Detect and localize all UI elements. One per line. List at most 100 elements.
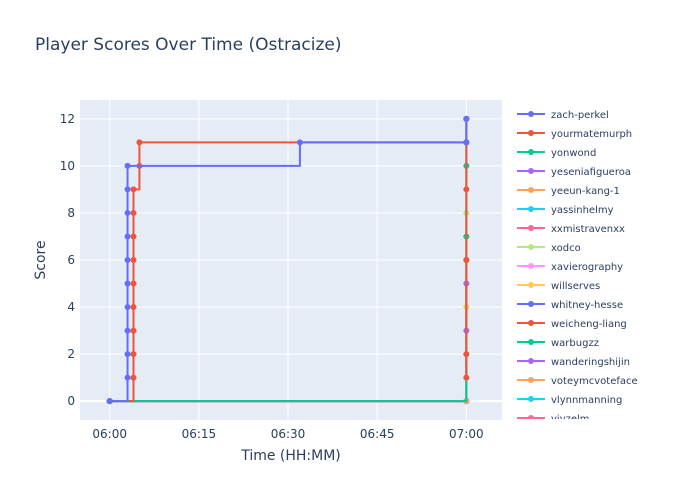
- legend-item[interactable]: zach-perkel: [517, 110, 609, 121]
- legend-label: wanderingshijin: [551, 357, 630, 368]
- y-tick-label: 8: [67, 206, 75, 220]
- data-point: [130, 186, 137, 193]
- chart-title: Player Scores Over Time (Ostracize): [35, 35, 342, 55]
- data-point: [124, 186, 131, 193]
- series-line: [109, 118, 468, 403]
- legend-label: vivzelm: [551, 414, 590, 425]
- data-point: [136, 139, 143, 146]
- y-tick-label: 0: [67, 394, 75, 408]
- legend-marker: [528, 358, 534, 364]
- data-point: [124, 374, 131, 381]
- data-point: [463, 257, 470, 263]
- legend-label: whitney-hesse: [551, 300, 623, 311]
- legend-item[interactable]: xodco: [517, 243, 581, 254]
- y-tick-label: 4: [67, 300, 75, 314]
- legend-item[interactable]: yassinhelmy: [517, 205, 614, 216]
- data-point: [130, 351, 137, 358]
- legend[interactable]: zach-perkel yourmatemurph yonwond yeseniafi…: [517, 110, 638, 425]
- data-point: [130, 280, 137, 287]
- grid: [80, 100, 502, 420]
- x-tick-label: 06:15: [182, 427, 217, 441]
- legend-item[interactable]: vivzelm: [517, 414, 590, 425]
- data-point: [124, 280, 131, 287]
- legend-label: willserves: [551, 281, 600, 292]
- y-tick-label: 12: [60, 112, 75, 126]
- data-point: [124, 233, 131, 240]
- data-point: [463, 115, 470, 122]
- legend-item[interactable]: vlynnmanning: [517, 395, 622, 406]
- legend-label: yeeun-kang-1: [551, 186, 620, 197]
- data-point: [124, 351, 131, 358]
- data-point: [124, 257, 131, 263]
- legend-item[interactable]: weicheng-liang: [517, 319, 627, 330]
- legend-item[interactable]: voteymcvoteface: [517, 376, 638, 387]
- data-point: [130, 304, 137, 311]
- legend-label: yourmatemurph: [551, 129, 632, 140]
- legend-item[interactable]: yonwond: [517, 148, 596, 159]
- legend-label: yonwond: [551, 148, 596, 159]
- legend-marker: [528, 206, 534, 212]
- data-point: [124, 304, 131, 311]
- legend-marker: [528, 339, 534, 345]
- legend-marker: [528, 130, 534, 136]
- data-point: [463, 186, 470, 193]
- legend-marker: [528, 282, 534, 288]
- series-layer: [106, 115, 470, 405]
- legend-item[interactable]: xxmistravenxx: [517, 224, 625, 235]
- legend-marker: [528, 301, 534, 307]
- data-point: [130, 327, 137, 334]
- data-point: [130, 233, 137, 240]
- legend-label: voteymcvoteface: [551, 376, 638, 387]
- x-tick-label: 07:00: [449, 427, 484, 441]
- legend-marker: [528, 149, 534, 155]
- data-point: [296, 139, 303, 146]
- legend-item[interactable]: willserves: [517, 281, 600, 292]
- legend-label: weicheng-liang: [551, 319, 627, 330]
- y-tick-label: 2: [67, 347, 75, 361]
- data-point: [463, 351, 470, 358]
- data-point: [463, 374, 470, 381]
- legend-marker: [528, 263, 534, 269]
- legend-label: xxmistravenxx: [551, 224, 625, 235]
- y-tick-label: 6: [67, 253, 75, 267]
- legend-label: yeseniafigueroa: [551, 167, 631, 178]
- x-axis-title: Time (HH:MM): [240, 448, 341, 464]
- legend-item[interactable]: warbugzz: [517, 338, 599, 349]
- legend-marker: [528, 415, 534, 419]
- x-tick-label: 06:00: [92, 427, 127, 441]
- x-tick-label: 06:45: [360, 427, 395, 441]
- y-tick-label: 10: [60, 159, 75, 173]
- legend-item[interactable]: yeseniafigueroa: [517, 167, 631, 178]
- legend-item[interactable]: yeeun-kang-1: [517, 186, 620, 197]
- data-point: [124, 209, 131, 216]
- legend-marker: [528, 187, 534, 193]
- legend-item[interactable]: whitney-hesse: [517, 300, 623, 311]
- legend-label: xavierography: [551, 262, 623, 273]
- legend-marker: [528, 111, 534, 117]
- series-zach-perkel: [106, 115, 470, 405]
- data-point: [463, 139, 470, 146]
- legend-marker: [528, 168, 534, 174]
- legend-label: warbugzz: [551, 338, 599, 349]
- legend-item[interactable]: xavierography: [517, 262, 623, 273]
- x-tick-label: 06:30: [271, 427, 306, 441]
- series-line: [109, 118, 468, 403]
- data-point: [106, 398, 113, 405]
- legend-marker: [528, 225, 534, 231]
- legend-marker: [528, 244, 534, 250]
- data-point: [130, 257, 137, 263]
- legend-item[interactable]: yourmatemurph: [517, 129, 632, 140]
- legend-label: yassinhelmy: [551, 205, 614, 216]
- y-axis-title: Score: [33, 240, 49, 279]
- legend-item[interactable]: wanderingshijin: [517, 357, 630, 368]
- legend-label: xodco: [551, 243, 581, 254]
- data-point: [124, 327, 131, 334]
- legend-marker: [528, 377, 534, 383]
- legend-marker: [528, 396, 534, 402]
- legend-label: zach-perkel: [551, 110, 609, 121]
- tick-labels: 0 2 4 6 8 10 12 06:00 06:15 06:30 06:45 07:00: [60, 112, 484, 441]
- data-point: [124, 162, 131, 169]
- data-point: [130, 209, 137, 216]
- data-point: [130, 374, 137, 381]
